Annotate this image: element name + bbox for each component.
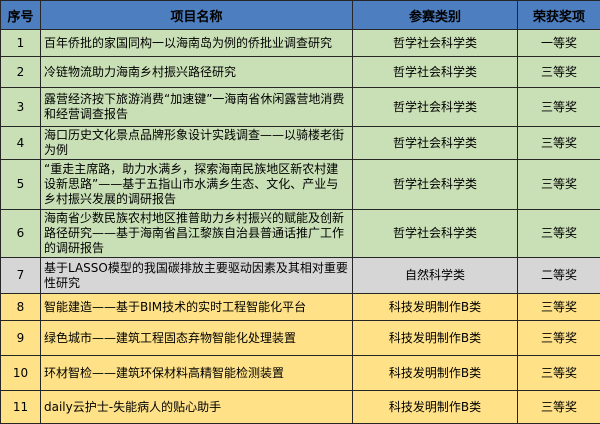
serial-cell: 1 <box>1 30 41 57</box>
serial-cell: 11 <box>1 391 41 424</box>
header-cell-award: 荣获奖项 <box>518 1 600 30</box>
serial-cell: 2 <box>1 57 41 88</box>
award-cell: 三等奖 <box>518 210 600 258</box>
serial-cell: 7 <box>1 258 41 294</box>
category-cell: 哲学社会科学类 <box>353 210 518 258</box>
header-cell-category: 参赛类别 <box>353 1 518 30</box>
category-cell: 科技发明制作B类 <box>353 294 518 321</box>
serial-cell: 9 <box>1 321 41 356</box>
serial-cell: 4 <box>1 127 41 160</box>
award-cell: 三等奖 <box>518 321 600 356</box>
header-cell-serial: 序号 <box>1 1 41 30</box>
project-name-cell: 露营经济按下旅游消费“加速键”一海南省休闲露营地消费和经营调查报告 <box>41 88 353 127</box>
award-cell: 一等奖 <box>518 30 600 57</box>
category-cell: 哲学社会科学类 <box>353 30 518 57</box>
project-name-cell: “重走主席路，助力水满乡，探索海南民族地区新农村建设新思路”——基于五指山市水满… <box>41 160 353 210</box>
project-name-cell: 海南省少数民族农村地区推普助力乡村振兴的赋能及创新路径研究——基于海南省昌江黎族… <box>41 210 353 258</box>
serial-cell: 6 <box>1 210 41 258</box>
category-cell: 科技发明制作B类 <box>353 391 518 424</box>
category-cell: 哲学社会科学类 <box>353 127 518 160</box>
award-cell: 二等奖 <box>518 258 600 294</box>
project-name-cell: 冷链物流助力海南乡村振兴路径研究 <box>41 57 353 88</box>
header-cell-name: 项目名称 <box>41 1 353 30</box>
project-name-cell: 基于LASSO模型的我国碳排放主要驱动因素及其相对重要性研究 <box>41 258 353 294</box>
table-row: 5“重走主席路，助力水满乡，探索海南民族地区新农村建设新思路”——基于五指山市水… <box>1 160 600 210</box>
project-name-cell: 智能建造——基于BIM技术的实时工程智能化平台 <box>41 294 353 321</box>
category-cell: 哲学社会科学类 <box>353 160 518 210</box>
serial-cell: 3 <box>1 88 41 127</box>
category-cell: 哲学社会科学类 <box>353 88 518 127</box>
award-cell: 三等奖 <box>518 57 600 88</box>
project-name-cell: 海口历史文化景点品牌形象设计实践调查——以骑楼老街为例 <box>41 127 353 160</box>
header-row: 序号 项目名称 参赛类别 荣获奖项 <box>1 1 600 30</box>
project-name-cell: 百年侨批的家国同构一以海南岛为例的侨批业调查研究 <box>41 30 353 57</box>
category-cell: 科技发明制作B类 <box>353 321 518 356</box>
serial-cell: 8 <box>1 294 41 321</box>
award-cell: 三等奖 <box>518 127 600 160</box>
award-cell: 三等奖 <box>518 294 600 321</box>
award-cell: 三等奖 <box>518 88 600 127</box>
award-cell: 三等奖 <box>518 391 600 424</box>
serial-cell: 5 <box>1 160 41 210</box>
category-cell: 哲学社会科学类 <box>353 57 518 88</box>
award-cell: 三等奖 <box>518 356 600 391</box>
category-cell: 自然科学类 <box>353 258 518 294</box>
category-cell: 科技发明制作B类 <box>353 356 518 391</box>
project-name-cell: 绿色城市——建筑工程固态弃物智能化处理装置 <box>41 321 353 356</box>
award-cell: 三等奖 <box>518 160 600 210</box>
project-name-cell: daily云护士-失能病人的贴心助手 <box>41 391 353 424</box>
serial-cell: 10 <box>1 356 41 391</box>
project-name-cell: 环材智检——建筑环保材料高精智能检测装置 <box>41 356 353 391</box>
